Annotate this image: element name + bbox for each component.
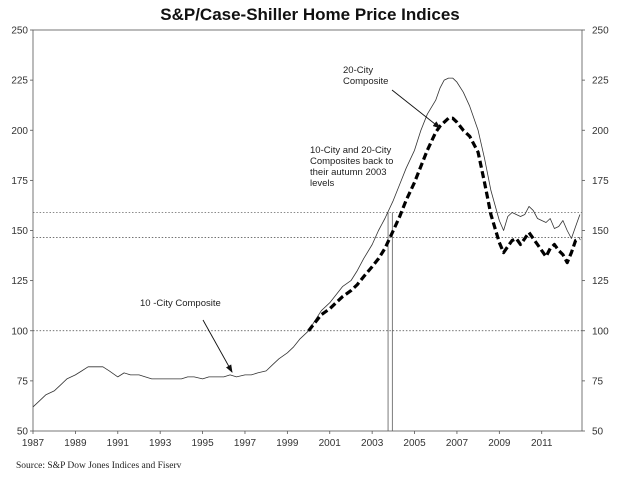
y-tick-label-left: 200: [11, 126, 28, 137]
y-tick-label-right: 150: [592, 226, 609, 237]
x-tick-label: 1995: [191, 438, 214, 449]
y-tick-label-left: 225: [11, 76, 28, 87]
plot-area-frame: [32, 29, 583, 432]
reference-lines: [33, 212, 582, 431]
y-tick-label-left: 75: [17, 376, 29, 387]
y-tick-label-right: 75: [592, 376, 604, 387]
y-tick-label-right: 50: [592, 427, 604, 438]
annotation-text: their autumn 2003: [310, 167, 387, 178]
y-tick-label-right: 175: [592, 176, 609, 187]
y-tick-label-left: 150: [11, 226, 28, 237]
axes: 50 75 100 125 150 175 200 225 250 50 75 100 125 150 17…: [11, 26, 609, 450]
annotation-text: levels: [310, 178, 335, 189]
x-tick-label: 2011: [531, 438, 553, 449]
y-tick-label-right: 225: [592, 76, 609, 87]
x-tick-label: 2005: [403, 438, 426, 449]
y-tick-label-right: 200: [592, 126, 609, 137]
y-tick-label-left: 100: [11, 326, 28, 337]
x-tick-label: 2001: [319, 438, 342, 449]
x-tick-label: 2009: [488, 438, 511, 449]
series-line-10-city-composite: [32, 77, 581, 408]
source-note: Source: S&P Dow Jones Indices and Fiserv: [16, 461, 182, 471]
annotation-text: Composites back to: [310, 156, 393, 167]
annotation-text: Composite: [343, 76, 388, 87]
annotation-text: 10 -City Composite: [140, 298, 221, 309]
series-line-20-city-composite: [307, 116, 581, 332]
annotation-text: 10-City and 20-City: [310, 145, 392, 156]
x-tick-label: 2003: [361, 438, 384, 449]
annotation-arrow: [202, 319, 233, 373]
annotation-text: 20-City: [343, 65, 373, 76]
y-tick-label-left: 175: [11, 176, 28, 187]
x-tick-label: 2007: [446, 438, 469, 449]
annotation-arrow: [391, 89, 441, 129]
y-tick-label-right: 100: [592, 326, 609, 337]
y-tick-label-left: 250: [11, 26, 28, 37]
x-tick-label: 1991: [107, 438, 130, 449]
y-tick-label-right: 250: [592, 26, 609, 37]
y-tick-label-left: 50: [17, 427, 29, 438]
series-lines: [32, 77, 581, 408]
x-tick-label: 1997: [234, 438, 257, 449]
x-tick-label: 1993: [149, 438, 172, 449]
x-tick-label: 1989: [64, 438, 87, 449]
x-tick-label: 1999: [276, 438, 299, 449]
x-tick-label: 1987: [22, 438, 45, 449]
y-tick-label-left: 125: [11, 276, 28, 287]
y-tick-label-right: 125: [592, 276, 609, 287]
chart-title: S&P/Case-Shiller Home Price Indices: [160, 5, 460, 24]
